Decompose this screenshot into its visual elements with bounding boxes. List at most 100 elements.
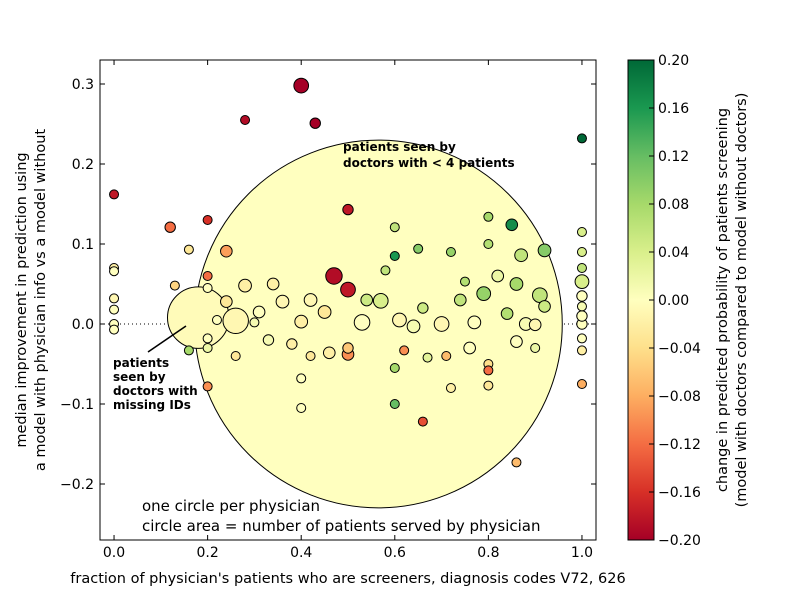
- physician-circle: [399, 345, 410, 356]
- physician-circle: [445, 382, 456, 394]
- y-tick-label: 0.0: [72, 317, 94, 333]
- physician-circle: [202, 214, 213, 226]
- physician-circle: [576, 301, 587, 312]
- physician-circle: [417, 416, 428, 427]
- physician-circle: [576, 345, 587, 356]
- x-tick-label: 0.8: [477, 545, 499, 561]
- physician-circle: [528, 318, 542, 332]
- y-axis-label-line2: a model with physician info vs a model w…: [33, 129, 49, 471]
- x-tick-label: 0.6: [384, 545, 406, 561]
- physician-circle: [317, 305, 332, 319]
- physician-circle: [296, 373, 307, 384]
- physician-circle: [211, 314, 222, 326]
- physician-circle: [514, 248, 529, 263]
- annotation-missing-ids-line4: missing IDs: [113, 398, 191, 412]
- physician-circle: [505, 218, 519, 232]
- physician-circle: [266, 277, 280, 291]
- colorbar-tick-label: −0.20: [658, 533, 701, 549]
- colorbar-tick-label: 0.12: [658, 149, 689, 165]
- physician-circle: [202, 270, 213, 282]
- colorbar-tick-label: −0.16: [658, 485, 701, 501]
- physician-circle: [322, 346, 336, 360]
- physician-circle: [413, 243, 424, 254]
- physician-circle: [380, 265, 391, 276]
- y-tick-label: 0.1: [72, 237, 94, 253]
- physician-circle: [467, 315, 482, 330]
- colorbar-label: change in predicted probability of patie…: [715, 93, 750, 508]
- physician-circle: [509, 277, 524, 291]
- physician-circle: [441, 350, 452, 362]
- physician-circle: [249, 317, 260, 328]
- note-circle-area: circle area = number of patients served …: [142, 517, 541, 535]
- annotation-missing-ids-line2: seen by: [113, 370, 166, 384]
- physician-circle: [109, 189, 120, 200]
- physician-circle: [530, 342, 541, 354]
- x-tick-label: 0.2: [196, 545, 218, 561]
- colorbar-tick-label: 0.00: [658, 293, 689, 309]
- physician-circle: [230, 350, 241, 362]
- physician-circle: [445, 246, 456, 258]
- colorbar: 0.20 0.16 0.12 0.08 0.04 0.00 −0.04 −0.08 −0.12 −…: [627, 53, 750, 549]
- physician-circle: [389, 250, 400, 262]
- y-tick-label: −0.1: [60, 397, 94, 413]
- physician-circle: [275, 294, 290, 309]
- physician-circle: [433, 316, 450, 332]
- axes: 0.0 0.2 0.4 0.6 0.8 1.0 −0.2 −0.1 0.0 0.1 0.2 0.3: [60, 59, 597, 561]
- physician-circle: [202, 381, 213, 392]
- annotation-missing-ids-line1: patients: [113, 356, 169, 370]
- physician-circle: [222, 307, 249, 335]
- axes-frame: [99, 59, 597, 541]
- physician-circle: [293, 77, 310, 94]
- colorbar-tick-label: −0.08: [658, 389, 701, 405]
- physician-circle: [576, 246, 587, 258]
- physician-circle: [109, 304, 120, 315]
- annotation-large-circle-line2: doctors with < 4 patients: [343, 156, 515, 170]
- physician-circle: [417, 302, 429, 314]
- physician-circle: [296, 402, 307, 414]
- physician-circle: [309, 117, 321, 129]
- physician-circle: [422, 352, 433, 363]
- physician-circle: [262, 334, 275, 346]
- physician-circle: [389, 398, 400, 410]
- physician-circle: [238, 278, 252, 293]
- data-group: [100, 77, 596, 509]
- physician-circle: [538, 300, 551, 313]
- physician-circle: [286, 338, 298, 350]
- colorbar-tick-label: −0.12: [658, 437, 701, 453]
- physician-circle: [510, 335, 523, 348]
- annotation-missing-ids-line3: doctors with: [113, 384, 198, 398]
- physician-circle: [252, 305, 266, 319]
- physician-circle: [202, 333, 213, 344]
- physician-circle: [406, 319, 421, 334]
- x-tick-label: 0.4: [290, 545, 312, 561]
- physician-circle: [342, 203, 354, 216]
- physician-circle: [305, 350, 316, 362]
- physician-circle: [576, 378, 587, 390]
- plot-area: [100, 77, 596, 509]
- x-tick-label: 0.0: [103, 545, 125, 561]
- physician-circle: [389, 362, 400, 374]
- physician-circle: [202, 282, 213, 294]
- physician-circle: [483, 238, 494, 250]
- physician-circle: [342, 342, 354, 354]
- physician-circle: [459, 276, 470, 287]
- physician-circle: [325, 267, 343, 285]
- physician-circle: [576, 133, 587, 144]
- note-one-circle: one circle per physician: [142, 497, 320, 515]
- text-labels: fraction of physician's patients who are…: [14, 129, 626, 587]
- physician-circle: [109, 324, 120, 335]
- physician-circle: [109, 266, 120, 277]
- physician-circle: [340, 281, 356, 298]
- y-tick-label: 0.3: [72, 77, 94, 93]
- physician-circle: [169, 280, 180, 291]
- physician-circle: [500, 307, 514, 320]
- physician-circle: [476, 286, 492, 301]
- colorbar-label-line1: change in predicted probability of patie…: [715, 108, 731, 492]
- x-tick-label: 1.0: [571, 545, 593, 561]
- physician-circle: [303, 293, 318, 307]
- physician-circle: [576, 310, 588, 322]
- physician-circle: [576, 290, 588, 302]
- physician-circle: [353, 314, 371, 331]
- physician-circle: [483, 365, 494, 376]
